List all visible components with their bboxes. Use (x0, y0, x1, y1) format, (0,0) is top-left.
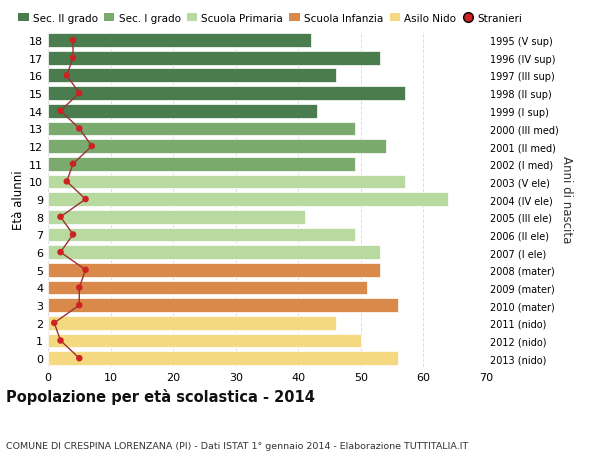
Point (74, 125, 84, 133)
Bar (48, 281, 367, 295)
Point (81, 196, 91, 203)
Y-axis label: Anni di nascita: Anni di nascita (560, 156, 573, 243)
Point (74, 90, 84, 97)
Bar (48, 299, 398, 313)
Bar (48, 157, 355, 171)
Bar (48, 352, 398, 365)
Point (68, 231, 78, 239)
Bar (48, 193, 448, 207)
Text: COMUNE DI CRESPINA LORENZANA (PI) - Dati ISTAT 1° gennaio 2014 - Elaborazione TU: COMUNE DI CRESPINA LORENZANA (PI) - Dati… (6, 441, 468, 450)
Legend: Sec. II grado, Sec. I grado, Scuola Primaria, Scuola Infanzia, Asilo Nido, Stran: Sec. II grado, Sec. I grado, Scuola Prim… (18, 14, 522, 23)
Point (56, 337, 65, 344)
Text: Popolazione per età scolastica - 2014: Popolazione per età scolastica - 2014 (6, 388, 315, 404)
Bar (48, 316, 336, 330)
Bar (48, 228, 355, 242)
Bar (48, 105, 317, 118)
Point (87, 143, 97, 151)
Point (74, 355, 84, 362)
Bar (48, 69, 336, 83)
Bar (48, 334, 361, 347)
Point (68, 37, 78, 45)
Bar (48, 140, 386, 154)
Point (56, 108, 65, 115)
Point (74, 284, 84, 291)
Point (62, 179, 71, 186)
Point (62, 73, 71, 80)
Point (68, 55, 78, 62)
Bar (48, 122, 355, 136)
Bar (48, 263, 380, 277)
Y-axis label: Età alunni: Età alunni (12, 170, 25, 230)
Point (56, 213, 65, 221)
Bar (48, 246, 380, 259)
Bar (48, 175, 404, 189)
Point (49, 319, 59, 327)
Point (68, 161, 78, 168)
Bar (48, 87, 404, 101)
Bar (48, 210, 305, 224)
Point (56, 249, 65, 256)
Bar (48, 34, 311, 48)
Point (81, 267, 91, 274)
Point (74, 302, 84, 309)
Bar (48, 52, 380, 66)
